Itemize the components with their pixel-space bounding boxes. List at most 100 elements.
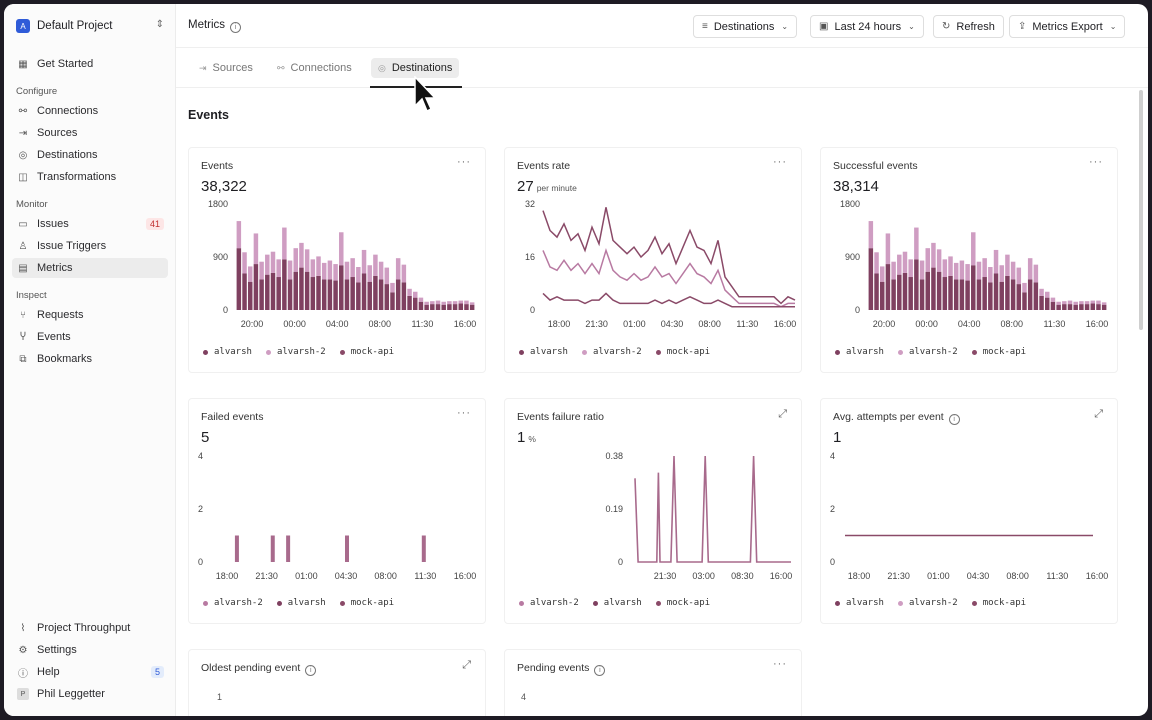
legend-label: alvarsh <box>530 347 568 357</box>
event-bar <box>287 260 293 280</box>
legend-item[interactable]: alvarsh-2 <box>581 347 642 357</box>
x-tick-label: 08:00 <box>1006 571 1029 581</box>
event-bar <box>367 265 372 282</box>
more-options-icon[interactable]: ··· <box>773 156 787 168</box>
chart-legend: alvarsh alvarsh-2 mock-api <box>835 347 1040 357</box>
event-bar <box>293 271 298 310</box>
successful-event-bar <box>982 277 987 310</box>
successful-event-bar <box>1056 304 1061 310</box>
tab-connections[interactable]: ⚯ Connections <box>270 58 359 78</box>
requests-icon: ⑂ <box>20 309 26 321</box>
tab-destinations[interactable]: ◎ Destinations <box>371 58 460 78</box>
export-icon: ⇪ <box>1018 21 1027 32</box>
sidebar-item-requests[interactable]: ⑂ Requests <box>12 305 168 325</box>
legend-item[interactable]: alvarsh <box>276 598 326 608</box>
successful-event-bar <box>942 259 948 278</box>
failure-ratio-line <box>634 455 791 563</box>
time-range-button[interactable]: ▣ Last 24 hours ⌄ <box>810 15 924 38</box>
y-tick-label: 4 <box>830 451 835 461</box>
destinations-filter-button[interactable]: ≡ Destinations ⌄ <box>693 15 798 38</box>
x-tick-label: 04:00 <box>958 319 981 329</box>
y-tick-label: 2 <box>198 504 203 514</box>
sidebar-item-bookmarks[interactable]: ⧉ Bookmarks <box>12 349 168 369</box>
legend-item[interactable]: alvarsh <box>835 598 884 608</box>
successful-event-bar <box>942 277 948 310</box>
sidebar-item-get-started[interactable]: ▦ Get Started <box>12 54 168 74</box>
legend-item[interactable]: alvarsh-2 <box>897 598 958 608</box>
expand-icon[interactable]: ⤢ <box>1094 408 1103 420</box>
legend-item[interactable]: alvarsh-2 <box>897 347 958 357</box>
sidebar-item-destinations[interactable]: ◎ Destinations <box>12 145 168 165</box>
legend-item[interactable]: alvarsh <box>835 347 884 357</box>
legend-item[interactable]: mock-api <box>971 598 1026 608</box>
scrollbar[interactable] <box>1139 90 1143 330</box>
legend-dot <box>655 600 661 606</box>
sidebar-item-project-throughput[interactable]: ⌇ Project Throughput <box>12 618 168 638</box>
event-bar <box>469 304 475 310</box>
legend-item[interactable]: mock-api <box>655 347 710 357</box>
project-switcher[interactable]: A Default Project ⇕ <box>12 14 168 38</box>
more-options-icon[interactable]: ··· <box>457 156 471 168</box>
legend-item[interactable]: alvarsh-2 <box>519 598 579 608</box>
y-tick-label: 0 <box>855 305 860 315</box>
sidebar-item-sources[interactable]: ⇥ Sources <box>12 123 168 143</box>
event-bar <box>304 271 310 310</box>
successful-event-bar <box>1096 304 1101 310</box>
legend-dot <box>835 600 840 606</box>
sidebar-item-issue-triggers[interactable]: ♙ Issue Triggers <box>12 236 168 256</box>
metrics-content: Events Events ··· 38,322 1800 900 0 20:00 00… <box>176 89 1148 716</box>
legend-item[interactable]: alvarsh <box>592 598 642 608</box>
sidebar-item-label: Bookmarks <box>37 353 93 365</box>
tab-label: Sources <box>212 62 253 74</box>
successful-events-card: Successful events ··· 38,314 1800 900 0 20:… <box>820 147 1118 373</box>
chart-legend: alvarsh-2 alvarsh mock-api <box>519 598 724 608</box>
event-bar <box>316 275 321 310</box>
legend-label: alvarsh <box>287 598 326 608</box>
sidebar-item-issues[interactable]: ▭ Issues 41 <box>12 214 168 234</box>
y-tick-label: 4 <box>198 451 203 461</box>
sidebar-item-settings[interactable]: ⚙ Settings <box>12 640 168 660</box>
metrics-export-button[interactable]: ⇪ Metrics Export ⌄ <box>1009 15 1126 38</box>
more-options-icon[interactable]: ··· <box>457 407 471 419</box>
sidebar-item-label: Get Started <box>37 58 94 70</box>
more-options-icon[interactable]: ··· <box>773 658 787 670</box>
sidebar-item-transformations[interactable]: ◫ Transformations <box>12 167 168 187</box>
legend-item[interactable]: mock-api <box>339 347 394 357</box>
user-menu[interactable]: P Phil Leggetter <box>12 684 168 704</box>
successful-event-bar <box>885 233 891 265</box>
legend-item[interactable]: alvarsh <box>519 347 568 357</box>
info-icon[interactable]: i <box>948 414 960 425</box>
events-rate-card: Events rate ··· 27 per minute 32 16 0 18:00 2… <box>504 147 802 373</box>
calendar-icon: ▣ <box>819 21 829 32</box>
x-tick-label: 00:00 <box>915 319 938 329</box>
legend-item[interactable]: alvarsh <box>203 347 252 357</box>
sidebar-item-help[interactable]: ⓘ Help 5 <box>12 662 168 682</box>
y-tick-label: 4 <box>521 692 527 702</box>
event-bar <box>395 258 401 280</box>
more-options-icon[interactable]: ··· <box>1089 156 1103 168</box>
sidebar-item-events[interactable]: Ⴤ Events <box>12 327 168 347</box>
x-tick-label: 16:00 <box>774 319 797 329</box>
info-icon[interactable]: i <box>594 665 606 676</box>
issues-count-badge: 41 <box>145 218 164 230</box>
x-tick-label: 01:00 <box>623 319 646 329</box>
failed-events-card: Failed events ··· 5 4 2 0 18:00 21:30 01:00 04… <box>188 398 486 624</box>
info-icon[interactable]: i <box>230 22 242 33</box>
successful-event-bar <box>1050 301 1056 310</box>
legend-item[interactable]: alvarsh-2 <box>265 347 326 357</box>
expand-icon[interactable]: ⤢ <box>462 659 471 671</box>
expand-icon[interactable]: ⤢ <box>778 408 787 420</box>
tab-label: Destinations <box>391 62 453 74</box>
card-title: Successful events <box>833 160 918 172</box>
event-bar <box>378 261 384 280</box>
legend-item[interactable]: alvarsh-2 <box>203 598 263 608</box>
sidebar-item-connections[interactable]: ⚯ Connections <box>12 101 168 121</box>
info-icon[interactable]: i <box>305 665 317 676</box>
legend-item[interactable]: mock-api <box>971 347 1026 357</box>
tab-sources[interactable]: ⇥ Sources <box>192 58 260 78</box>
sidebar-item-metrics[interactable]: ▤ Metrics <box>12 258 168 278</box>
legend-item[interactable]: mock-api <box>655 598 710 608</box>
refresh-button[interactable]: ↻ Refresh <box>933 15 1004 38</box>
legend-item[interactable]: mock-api <box>339 598 394 608</box>
sidebar-item-label: Settings <box>37 644 77 656</box>
